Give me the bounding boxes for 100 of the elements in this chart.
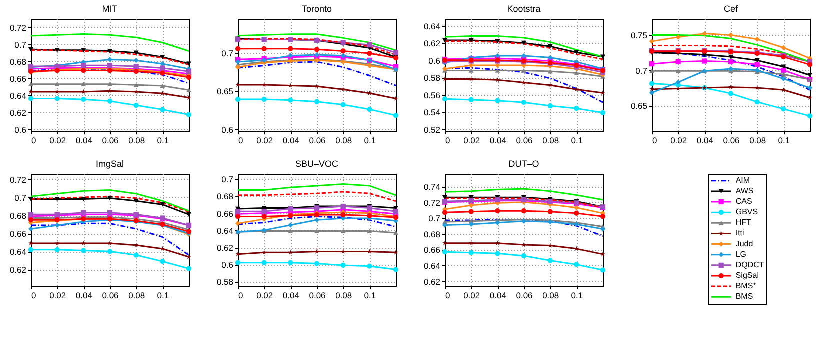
legend-label: BMS* bbox=[736, 282, 756, 291]
y-tick-label: 0.62 bbox=[10, 108, 27, 118]
y-tick-label: 0.7 bbox=[222, 48, 234, 58]
y-tick-label: 0.68 bbox=[10, 211, 27, 222]
x-tick-label: 0.04 bbox=[76, 136, 93, 146]
y-tick-label: 0.72 bbox=[10, 174, 27, 185]
y-tick-label: 0.72 bbox=[424, 198, 441, 208]
x-tick-label: 0.06 bbox=[102, 290, 120, 300]
chart-title: MIT bbox=[102, 4, 118, 14]
x-tick-label: 0.08 bbox=[750, 136, 766, 146]
y-tick-label: 0.66 bbox=[424, 245, 441, 256]
x-tick-label: 0.02 bbox=[464, 136, 480, 146]
x-tick-label: 0.06 bbox=[723, 136, 740, 146]
x-tick-label: 0 bbox=[238, 136, 244, 146]
x-tick-label: 0.04 bbox=[76, 290, 93, 300]
x-tick-label: 0.04 bbox=[490, 290, 507, 300]
chart-title: Cef bbox=[724, 4, 738, 14]
y-tick-label: 0.52 bbox=[424, 124, 441, 135]
y-tick-label: 0.6 bbox=[14, 124, 27, 135]
y-tick-label: 0.6 bbox=[428, 56, 441, 66]
x-tick-label: 0.04 bbox=[696, 136, 714, 146]
y-tick-label: 0.75 bbox=[630, 30, 648, 41]
x-tick-label: 0.08 bbox=[128, 136, 146, 146]
y-tick-label: 0.62 bbox=[10, 265, 27, 276]
legend-label: GBVS bbox=[736, 208, 758, 217]
x-tick-label: 0.1 bbox=[157, 290, 170, 300]
legend-label: LG bbox=[736, 250, 747, 259]
y-tick-label: 0.64 bbox=[10, 90, 27, 101]
y-tick-label: 0.66 bbox=[10, 229, 27, 240]
x-tick-label: 0.06 bbox=[102, 136, 120, 146]
legend-label: Itti bbox=[736, 228, 745, 238]
y-tick-label: 0.62 bbox=[424, 276, 441, 287]
y-tick-label: 0.7 bbox=[636, 66, 648, 76]
x-tick-label: 0.08 bbox=[336, 290, 352, 300]
y-tick-label: 0.68 bbox=[424, 229, 441, 240]
y-tick-label: 0.6 bbox=[222, 260, 234, 270]
x-tick-label: 0.04 bbox=[490, 136, 507, 146]
x-tick-label: 0.06 bbox=[309, 290, 326, 300]
x-tick-label: 0.02 bbox=[670, 136, 688, 146]
y-tick-label: 0.58 bbox=[424, 73, 441, 84]
x-tick-label: 0 bbox=[446, 136, 450, 146]
x-tick-label: 0.02 bbox=[50, 136, 66, 146]
legend-label: HFT bbox=[736, 218, 752, 228]
y-tick-label: 0.65 bbox=[216, 86, 234, 97]
x-tick-label: 0 bbox=[238, 290, 244, 300]
chart-title: DUT–O bbox=[508, 159, 540, 169]
x-tick-label: 0.06 bbox=[516, 290, 534, 300]
y-tick-label: 0.64 bbox=[216, 226, 234, 236]
legend-label: DQDCT bbox=[736, 260, 764, 270]
legend-label: SigSal bbox=[736, 270, 760, 280]
chart-title: Kootstra bbox=[507, 4, 541, 14]
x-tick-label: 0.06 bbox=[516, 136, 534, 146]
x-tick-label: 0.02 bbox=[50, 290, 66, 300]
x-tick-label: 0.1 bbox=[364, 290, 376, 300]
x-tick-label: 0 bbox=[32, 290, 36, 300]
y-tick-label: 0.7 bbox=[222, 174, 234, 185]
x-tick-label: 0.04 bbox=[282, 290, 300, 300]
chart-title: SBU–VOC bbox=[295, 159, 340, 169]
chart-title: ImgSal bbox=[96, 159, 124, 169]
x-tick-label: 0.06 bbox=[309, 136, 326, 146]
y-tick-label: 0.7 bbox=[14, 192, 27, 203]
y-tick-label: 0.54 bbox=[424, 108, 441, 118]
x-tick-label: 0.1 bbox=[778, 136, 790, 146]
y-tick-label: 0.62 bbox=[424, 38, 441, 49]
legend-label: CAS bbox=[736, 197, 752, 206]
legend-label: AIM bbox=[736, 176, 750, 185]
y-tick-label: 0.65 bbox=[630, 101, 648, 112]
x-tick-label: 0 bbox=[652, 136, 658, 146]
y-tick-label: 0.58 bbox=[216, 277, 234, 288]
y-tick-label: 0.56 bbox=[424, 90, 441, 100]
y-tick-label: 0.66 bbox=[10, 74, 27, 84]
x-tick-label: 0.08 bbox=[336, 136, 352, 146]
y-tick-label: 0.62 bbox=[216, 243, 234, 254]
x-tick-label: 0 bbox=[446, 290, 450, 300]
x-tick-label: 0.04 bbox=[282, 136, 300, 146]
x-tick-label: 0.08 bbox=[542, 290, 560, 300]
y-tick-label: 0.64 bbox=[10, 247, 27, 258]
chart-title: Toronto bbox=[302, 4, 332, 14]
x-tick-label: 0.02 bbox=[256, 136, 274, 146]
x-tick-label: 0.1 bbox=[364, 136, 376, 146]
y-tick-label: 0.64 bbox=[424, 260, 441, 271]
x-tick-label: 0 bbox=[32, 136, 36, 146]
y-tick-label: 0.72 bbox=[10, 22, 27, 33]
y-tick-label: 0.7 bbox=[428, 214, 441, 224]
y-tick-label: 0.68 bbox=[10, 56, 27, 67]
y-tick-label: 0.7 bbox=[14, 40, 27, 50]
x-tick-label: 0.1 bbox=[157, 136, 170, 146]
y-tick-label: 0.6 bbox=[222, 124, 234, 135]
legend-label: BMS bbox=[736, 292, 754, 302]
y-tick-label: 0.68 bbox=[216, 192, 234, 202]
x-tick-label: 0.08 bbox=[542, 136, 560, 146]
y-tick-label: 0.74 bbox=[424, 182, 441, 192]
x-tick-label: 0.1 bbox=[571, 136, 584, 146]
y-tick-label: 0.64 bbox=[424, 21, 441, 32]
x-tick-label: 0.02 bbox=[256, 290, 274, 300]
x-tick-label: 0.02 bbox=[464, 290, 480, 300]
x-tick-label: 0.1 bbox=[571, 290, 584, 300]
y-tick-label: 0.66 bbox=[216, 208, 234, 219]
x-tick-label: 0.08 bbox=[128, 290, 146, 300]
legend-label: AWS bbox=[736, 186, 754, 196]
